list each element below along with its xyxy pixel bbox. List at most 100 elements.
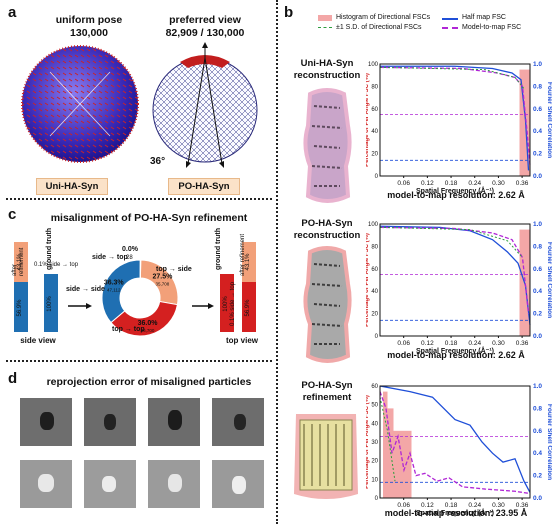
sd-line	[379, 226, 523, 258]
y-left-tick-label: 40	[371, 289, 378, 295]
row1-title2: reconstruction	[293, 70, 361, 81]
y-left-tick-label: 20	[371, 459, 378, 465]
legend-sd: ±1 S.D. of Directional FSCs	[336, 24, 422, 31]
y-right-axis-label: Fourier Shell Correlation	[546, 82, 552, 158]
y-right-tick-label: 0.2	[533, 473, 542, 480]
y-right-tick-label: 1.0	[533, 61, 542, 68]
x-tick-label: 0.30	[492, 502, 505, 509]
panel-a-label: a	[8, 4, 17, 21]
y-left-tick-label: 60	[371, 267, 378, 273]
y-right-axis-label: Fourier Shell Correlation	[546, 404, 552, 480]
reprojection-thumb	[212, 460, 264, 508]
uniform-pose-title: uniform pose	[55, 14, 123, 26]
uniform-sphere	[21, 45, 139, 163]
misalignment-figure: 43.1% 56.9% 100% 100% 43.1% 56.9% 27.5%3…	[14, 242, 256, 337]
y-left-tick-label: 100	[368, 62, 379, 68]
donut-side-side-label: side → side	[66, 286, 105, 293]
donut-top-top-label: top → top	[112, 326, 145, 333]
half-map-fsc-line	[379, 385, 531, 493]
uni-ha-syn-density-map	[303, 88, 352, 203]
y-left-tick-label: 20	[371, 152, 378, 158]
y-left-axis-label: Percentage of Per Angle FSC (%)	[366, 395, 370, 489]
after-top-bottom-segment	[242, 282, 256, 332]
sd-line	[379, 397, 396, 482]
y-left-tick-label: 0	[375, 496, 379, 502]
y-left-tick-label: 20	[371, 312, 378, 318]
bar-value-label: 100%	[47, 296, 53, 312]
row1-title1: Uni-HA-Syn	[300, 58, 354, 69]
after-side-bottom-segment	[14, 282, 28, 332]
legend-half-swatch	[442, 18, 458, 20]
after-refinement-label-left: after refinement	[12, 247, 25, 276]
side-view-label: side view	[20, 336, 56, 345]
model-to-map-fsc-line	[379, 226, 530, 314]
row3-resolution: model-to-map resolution: 23.95 Å	[384, 508, 528, 518]
y-left-tick-label: 30	[371, 440, 378, 446]
x-tick-label: 0.06	[397, 502, 410, 509]
y-right-tick-label: 0.8	[533, 243, 542, 250]
plot-frame	[379, 223, 531, 337]
x-tick-label: 0.24	[468, 340, 481, 347]
reprojection-thumb	[84, 398, 136, 446]
y-left-tick-label: 50	[371, 403, 378, 409]
vertical-divider	[276, 0, 278, 524]
row2-resolution: model-to-map resolution: 2.62 Å	[387, 350, 525, 360]
pose-sphere-illustrations	[21, 42, 258, 168]
y-right-tick-label: 0.2	[533, 151, 542, 158]
po-ha-syn-tag: PO-HA-Syn	[168, 178, 240, 195]
sd-line	[379, 66, 525, 89]
bar-value-label: 43.1%	[245, 253, 251, 271]
x-tick-label: 0.06	[397, 180, 410, 187]
y-right-tick-label: 0.8	[533, 83, 542, 90]
donut-slice	[139, 259, 142, 279]
x-tick-label: 0.06	[397, 340, 410, 347]
after-top-top-segment	[242, 242, 256, 282]
panel-d-label: d	[8, 370, 18, 387]
legend-half: Half map FSC	[462, 14, 506, 21]
x-tick-label: 0.12	[421, 340, 434, 347]
x-tick-label: 0.30	[492, 180, 505, 187]
y-right-tick-label: 0.4	[533, 128, 542, 135]
y-left-tick-label: 100	[368, 222, 379, 228]
reprojection-thumb	[148, 398, 200, 446]
x-tick-label: 0.12	[421, 502, 434, 509]
histogram-bar	[383, 391, 388, 498]
y-left-axis-label: Percentage of Per Angle FSC (%)	[366, 73, 370, 167]
bar-value-label: 100%	[223, 296, 229, 312]
plot-frame	[379, 385, 531, 499]
reprojection-grid	[14, 394, 270, 516]
y-left-tick-label: 60	[371, 107, 378, 113]
preferred-view-sphere	[152, 42, 258, 168]
y-left-tick-label: 40	[371, 129, 378, 135]
uniform-pose-count: 130,000	[70, 27, 108, 39]
y-left-tick-label: 10	[371, 477, 378, 483]
x-tick-label: 0.24	[468, 180, 481, 187]
top-view-label: top view	[225, 336, 258, 345]
legend-model-swatch	[442, 27, 458, 29]
bar-value-label: 43.1%	[17, 253, 23, 271]
donut-zero-count: 28	[126, 255, 133, 261]
x-tick-label: 0.36	[516, 340, 529, 347]
half-map-fsc-line	[379, 225, 531, 325]
y-left-tick-label: 80	[371, 84, 378, 90]
legend-sd-swatch	[318, 27, 332, 28]
x-tick-label: 0.36	[516, 502, 529, 509]
left-note: 0.1% side → top	[34, 262, 79, 268]
bar-value-label: 56.9%	[245, 299, 251, 317]
donut-slice-pct: 36.3%	[104, 280, 125, 287]
panel-b-label: b	[284, 4, 294, 21]
y-right-tick-label: 1.0	[533, 221, 542, 228]
y-right-tick-label: 0.0	[533, 333, 542, 340]
panel-c-label: c	[8, 206, 17, 223]
legend-hist-swatch	[318, 15, 332, 21]
y-right-tick-label: 0.6	[533, 106, 542, 113]
x-tick-label: 0.30	[492, 340, 505, 347]
po-ha-syn-density-map	[303, 246, 352, 363]
donut-slice-pct: 36.0%	[138, 320, 159, 327]
histogram-bar	[519, 69, 530, 176]
divider-cd	[6, 360, 272, 362]
legend-model: Model-to-map FSC	[462, 24, 522, 31]
reprojection-thumb	[20, 460, 72, 508]
x-axis-label: Spatial Frequency (Å⁻¹)	[416, 508, 494, 517]
bar-value-label: 56.9%	[17, 299, 23, 317]
